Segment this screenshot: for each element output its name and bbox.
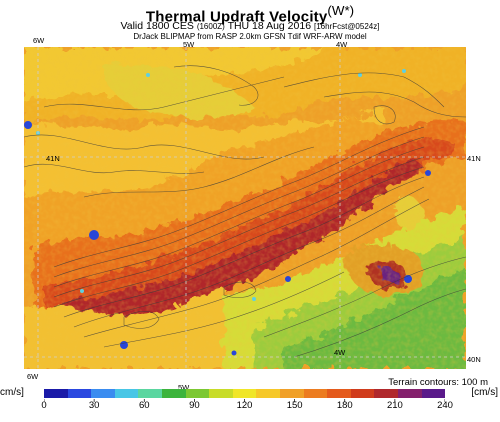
- colorbar-segment: [138, 389, 162, 398]
- map-title-text: Thermal Updraft Velocity: [145, 8, 328, 26]
- colorbar-label: 210: [386, 400, 403, 411]
- colorbar-segment: [397, 389, 422, 398]
- colorbar-segment: [209, 389, 233, 398]
- colorbar-label: 90: [189, 400, 200, 411]
- colorbar-segment: [279, 389, 304, 398]
- terrain-contours-note: Terrain contours: 100 m: [388, 377, 488, 388]
- colorbar-segment: [185, 389, 210, 398]
- colorbar-label: 30: [88, 400, 100, 411]
- colorbar-label: 240: [437, 400, 453, 411]
- velocity-speckle: [24, 47, 466, 369]
- map-title: Thermal Updraft Velocity(W*): [0, 3, 500, 26]
- colorbar-segment: [44, 389, 68, 398]
- colorbar-segment: [161, 389, 186, 398]
- coord-bottom-5w: 5W: [178, 383, 190, 392]
- colorbar-label: 150: [286, 400, 303, 411]
- colorbar-segment: [256, 389, 280, 398]
- forecast-info: [16hrFcst@0524z]: [313, 22, 380, 31]
- coord-top-5w: 5W: [183, 40, 195, 49]
- colorbar-segment: [91, 389, 115, 398]
- coord-top-4w: 4W: [336, 40, 348, 49]
- colorbar: [44, 389, 446, 398]
- coord-inner-4w: 4W: [334, 348, 346, 357]
- valid-time: Valid 1800 CES: [120, 20, 194, 32]
- colorbar-segment: [67, 389, 92, 398]
- map-subtitle: Valid 1800 CES (1600Z) THU 18 Aug 2016 […: [0, 20, 500, 32]
- coord-right-40n: 40N: [467, 355, 481, 364]
- colorbar-label: 180: [336, 400, 353, 411]
- colorbar-segment: [114, 389, 139, 398]
- colorbar-unit-right: [cm/s]: [471, 387, 498, 398]
- terrain-contours: [24, 65, 466, 358]
- thermal-velocity-map: [24, 47, 466, 369]
- coord-left-41n: 41N: [46, 154, 60, 163]
- colorbar-labels: 0 30 60 90 120 150 180 210 240: [0, 400, 500, 414]
- model-description: DrJack BLIPMAP from RASP 2.0km GFSN Tdif…: [133, 32, 367, 41]
- colorbar-label: 120: [236, 400, 253, 411]
- colorbar-segment: [350, 389, 375, 398]
- colorbar-segment: [421, 389, 446, 398]
- map-canvas: [24, 47, 466, 369]
- colorbar-segment: [232, 389, 257, 398]
- colorbar-segment: [303, 389, 328, 398]
- coord-bottom-6w: 6W: [27, 372, 39, 381]
- coord-top-6w: 6W: [33, 36, 45, 45]
- colorbar-ticks: [44, 399, 445, 402]
- colorbar-label: 60: [138, 400, 150, 411]
- map-title-unit: (W*): [327, 3, 355, 18]
- grid-lines: [24, 47, 466, 369]
- valid-date: THU 18 Aug 2016: [227, 20, 312, 32]
- colorbar-segment: [374, 389, 398, 398]
- colorbar-segment: [327, 389, 351, 398]
- coord-right-41n: 41N: [467, 154, 481, 163]
- colorbar-label: 0: [41, 400, 47, 411]
- cyan-spots: [36, 69, 406, 301]
- valid-time-utc: (1600Z): [196, 22, 225, 31]
- colorbar-unit-left: cm/s]: [0, 387, 24, 398]
